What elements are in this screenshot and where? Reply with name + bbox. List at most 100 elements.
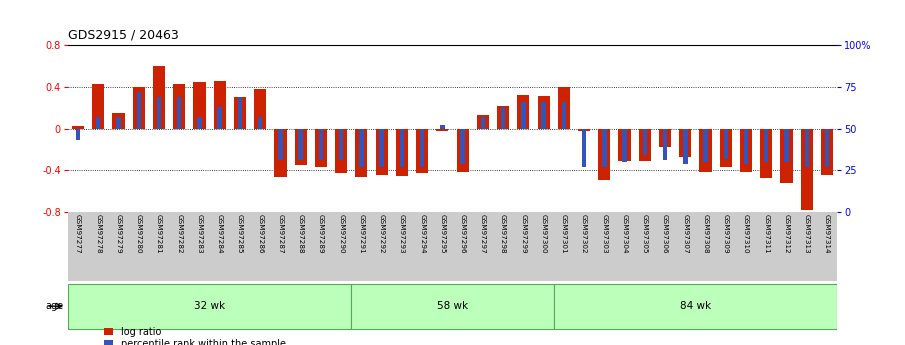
Bar: [740, 128, 752, 172]
Bar: [780, 128, 793, 183]
Text: GSM97294: GSM97294: [419, 214, 425, 254]
Text: GSM97280: GSM97280: [136, 214, 142, 254]
Bar: [238, 97, 243, 128]
Text: GSM97299: GSM97299: [520, 214, 527, 254]
Bar: [153, 66, 165, 128]
Bar: [557, 87, 570, 128]
Bar: [133, 87, 145, 128]
Text: GSM97305: GSM97305: [642, 214, 648, 254]
Bar: [71, 126, 84, 128]
Bar: [700, 128, 711, 172]
Bar: [724, 128, 728, 159]
Bar: [339, 128, 343, 160]
Bar: [623, 128, 627, 162]
Bar: [92, 83, 104, 128]
Bar: [420, 128, 424, 167]
Bar: [197, 117, 202, 128]
Bar: [173, 83, 186, 128]
Bar: [96, 117, 100, 128]
Legend: log ratio, percentile rank within the sample: log ratio, percentile rank within the sa…: [103, 327, 286, 345]
Bar: [217, 107, 222, 128]
Text: 84 wk: 84 wk: [680, 301, 711, 311]
Bar: [805, 128, 809, 167]
Bar: [400, 128, 405, 167]
Bar: [278, 128, 282, 160]
Bar: [319, 128, 323, 160]
Text: GSM97309: GSM97309: [723, 214, 729, 254]
Bar: [602, 128, 606, 167]
Text: GSM97300: GSM97300: [540, 214, 547, 254]
Text: GSM97306: GSM97306: [662, 214, 668, 254]
Bar: [274, 128, 287, 177]
Bar: [821, 128, 834, 175]
Text: GSM97288: GSM97288: [298, 214, 304, 254]
Text: GSM97314: GSM97314: [824, 214, 830, 254]
Bar: [194, 82, 205, 128]
Text: GSM97281: GSM97281: [156, 214, 162, 254]
Bar: [538, 96, 549, 128]
Bar: [233, 97, 246, 128]
Bar: [481, 117, 485, 128]
Bar: [659, 128, 672, 147]
Text: GSM97287: GSM97287: [278, 214, 283, 254]
Bar: [335, 128, 348, 174]
Text: GSM97289: GSM97289: [318, 214, 324, 254]
Text: GSM97311: GSM97311: [763, 214, 769, 254]
Text: GSM97292: GSM97292: [378, 214, 385, 254]
Bar: [497, 106, 510, 128]
Bar: [436, 128, 449, 131]
Bar: [258, 117, 262, 128]
Text: GSM97304: GSM97304: [622, 214, 627, 254]
Bar: [521, 102, 526, 128]
Text: GSM97291: GSM97291: [358, 214, 365, 254]
Bar: [76, 128, 81, 140]
Bar: [299, 128, 303, 160]
Bar: [456, 128, 469, 172]
Bar: [500, 107, 505, 128]
Bar: [554, 284, 837, 329]
Bar: [824, 128, 829, 167]
Text: GSM97312: GSM97312: [784, 214, 789, 254]
Text: GSM97290: GSM97290: [338, 214, 344, 254]
Text: GSM97313: GSM97313: [804, 214, 810, 254]
Text: GSM97301: GSM97301: [561, 214, 567, 254]
Bar: [760, 128, 772, 178]
Bar: [662, 128, 667, 160]
Text: GSM97307: GSM97307: [682, 214, 689, 254]
Bar: [214, 81, 225, 128]
Bar: [801, 128, 813, 210]
Text: GSM97296: GSM97296: [460, 214, 465, 254]
Text: GSM97303: GSM97303: [601, 214, 607, 254]
Bar: [356, 128, 367, 177]
Bar: [461, 128, 465, 164]
Bar: [719, 128, 732, 167]
Bar: [541, 102, 546, 128]
Bar: [395, 128, 408, 176]
Text: GSM97298: GSM97298: [500, 214, 506, 254]
Text: GSM97278: GSM97278: [95, 214, 101, 254]
Bar: [351, 284, 554, 329]
Bar: [379, 128, 384, 167]
Bar: [254, 89, 266, 128]
Bar: [440, 125, 444, 128]
Bar: [562, 102, 566, 128]
Bar: [598, 128, 610, 180]
Text: GSM97284: GSM97284: [216, 214, 223, 254]
Text: GSM97283: GSM97283: [196, 214, 203, 254]
Bar: [680, 128, 691, 157]
Bar: [639, 128, 651, 161]
Bar: [764, 128, 768, 162]
Bar: [416, 128, 428, 174]
Text: GSM97310: GSM97310: [743, 214, 749, 254]
Bar: [157, 97, 161, 128]
Text: age: age: [45, 301, 63, 311]
Text: GSM97277: GSM97277: [75, 214, 81, 254]
Text: GSM97293: GSM97293: [399, 214, 405, 254]
Text: GSM97286: GSM97286: [257, 214, 263, 254]
Bar: [618, 128, 631, 161]
Bar: [112, 113, 125, 128]
Bar: [116, 117, 120, 128]
Bar: [477, 115, 489, 128]
Text: GSM97282: GSM97282: [176, 214, 182, 254]
Text: GSM97285: GSM97285: [237, 214, 243, 254]
